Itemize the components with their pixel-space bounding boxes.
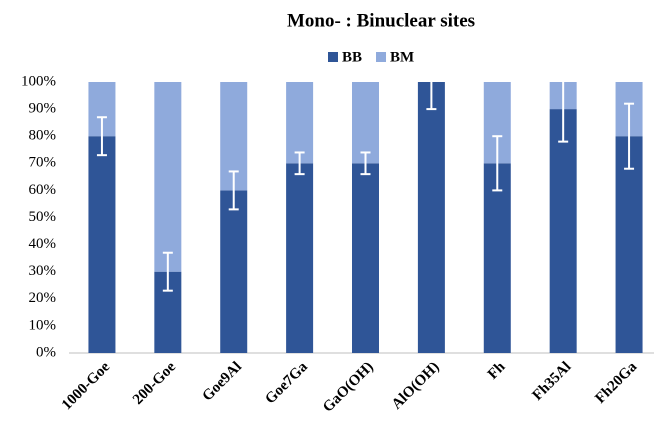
bar bbox=[483, 163, 511, 353]
x-tick-label: Fh35Al bbox=[530, 359, 575, 404]
y-tick-label: 30% bbox=[29, 263, 57, 279]
x-tick-label: Fh bbox=[485, 358, 509, 382]
error-bars bbox=[96, 82, 635, 292]
x-tick-label: 200-Goe bbox=[130, 359, 179, 408]
error-bar bbox=[558, 82, 569, 143]
x-tick-label: 1000-Goe bbox=[59, 359, 114, 414]
error-bar bbox=[228, 170, 239, 211]
bar bbox=[352, 82, 379, 164]
bar bbox=[286, 82, 314, 164]
bar bbox=[286, 163, 314, 353]
y-tick-label: 50% bbox=[29, 209, 57, 225]
y-tick-label: 90% bbox=[29, 101, 57, 117]
y-tick-label: 40% bbox=[29, 236, 57, 252]
legend-swatch bbox=[376, 52, 387, 62]
bar bbox=[352, 163, 379, 353]
legend-label: BM bbox=[390, 49, 414, 65]
bar bbox=[615, 136, 643, 353]
y-tick-label: 60% bbox=[29, 182, 57, 198]
bar bbox=[88, 136, 116, 353]
chart-title: Mono- : Binuclear sites bbox=[287, 10, 475, 31]
x-tick-label: Goe9Al bbox=[199, 359, 244, 404]
error-bar bbox=[426, 82, 437, 111]
legend-swatch bbox=[328, 52, 338, 62]
x-tick-label: Fh20Ga bbox=[592, 359, 640, 407]
bar bbox=[549, 109, 577, 353]
error-bar bbox=[360, 151, 371, 176]
error-bar bbox=[492, 135, 503, 192]
x-tick-label: GaO(OH) bbox=[320, 359, 377, 416]
y-tick-label: 10% bbox=[29, 317, 57, 333]
y-tick-label: 20% bbox=[29, 290, 57, 306]
y-tick-label: 100% bbox=[21, 73, 56, 89]
legend-label: BB bbox=[342, 49, 362, 65]
bar bbox=[220, 190, 248, 353]
y-tick-label: 0% bbox=[36, 344, 56, 360]
bar bbox=[417, 82, 445, 353]
y-tick-label: 80% bbox=[29, 128, 57, 144]
y-tick-label: 70% bbox=[29, 155, 57, 171]
x-tick-label: Goe7Ga bbox=[262, 359, 311, 408]
bar bbox=[154, 82, 182, 272]
error-bar bbox=[96, 116, 107, 157]
error-bar bbox=[162, 251, 173, 292]
x-tick-label: AlO(OH) bbox=[389, 359, 443, 413]
error-bar bbox=[624, 102, 635, 170]
error-bar bbox=[294, 151, 305, 176]
